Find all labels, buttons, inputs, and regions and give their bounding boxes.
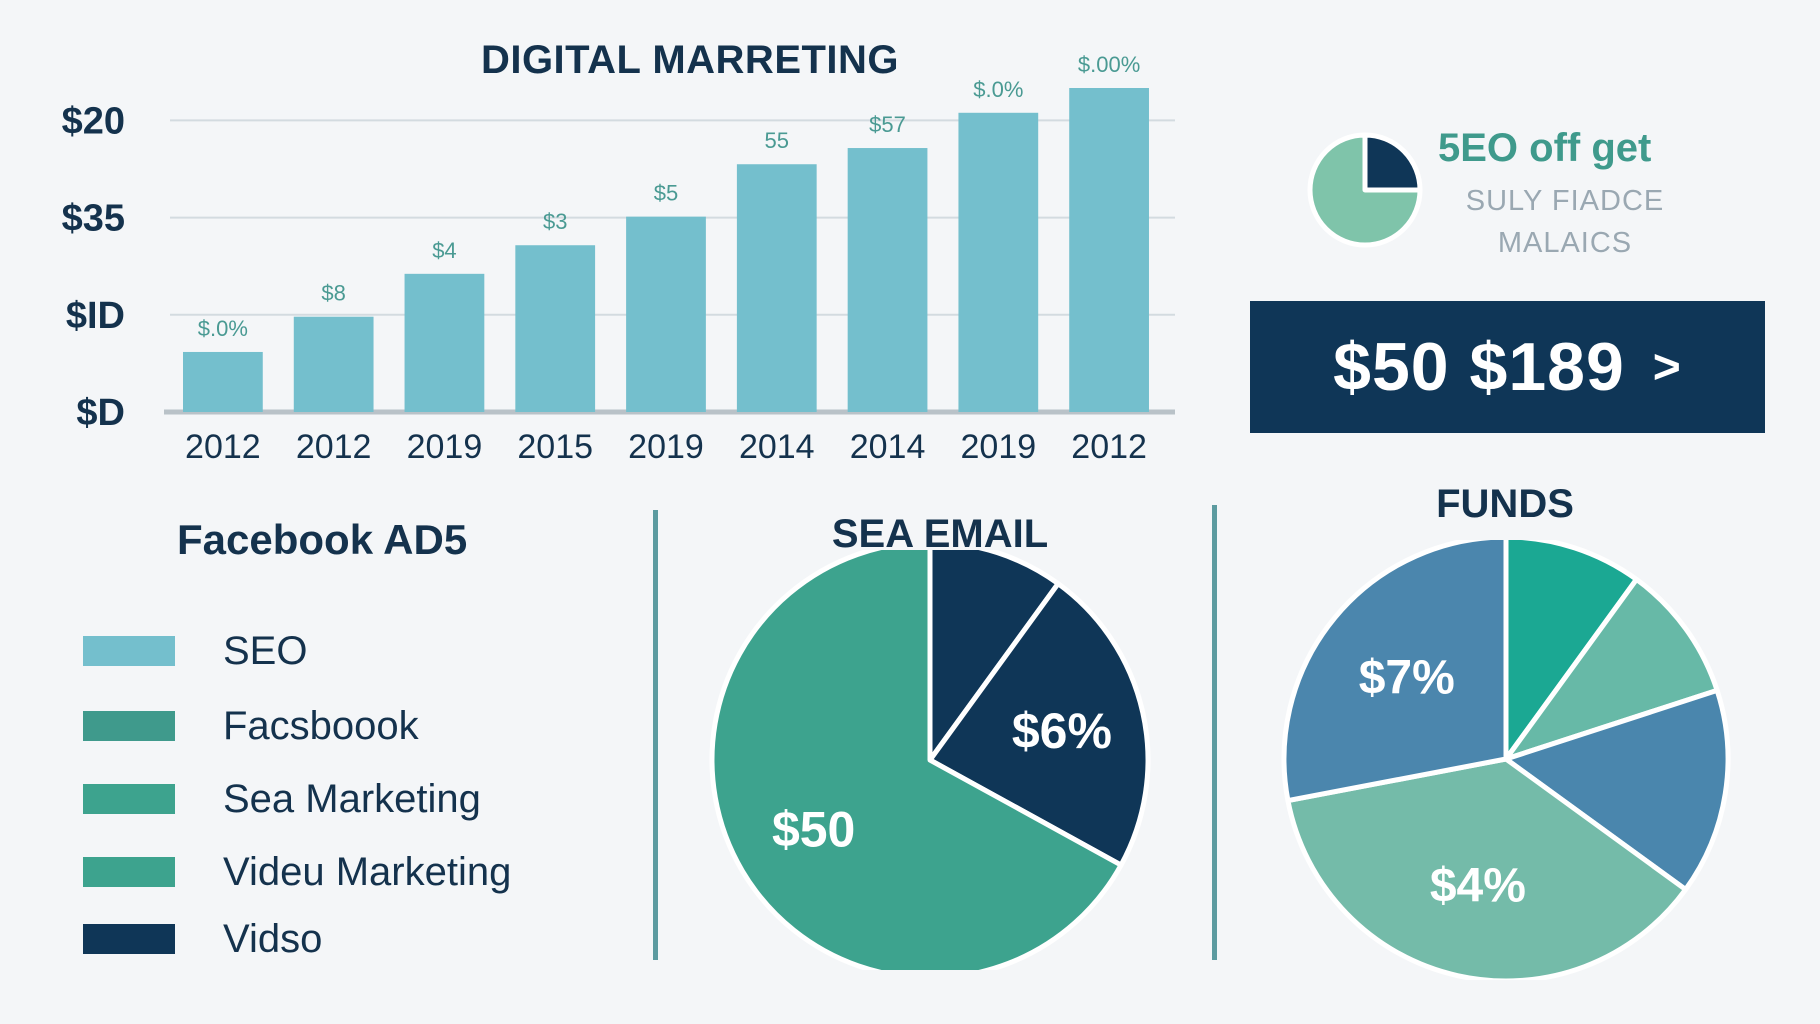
legend-item-sea-marketing: Sea Marketing [83,776,481,821]
bar [847,148,928,413]
bar-data-label: $4 [432,238,456,263]
legend-label: Sea Marketing [223,776,481,821]
legend-item-facebook: Facsboook [83,703,419,748]
bar-data-label: $3 [543,209,567,234]
x-tick-label: 2015 [517,428,593,466]
bar-data-label: 55 [765,128,789,153]
legend-item-video: Vidso [83,916,323,961]
pie-slice [709,550,1124,970]
promo-subtitle-line-2: MALAICS [1497,227,1633,259]
legend-swatch [83,711,175,741]
pie-slice [927,581,1151,868]
pie-slice-label: $6% [1012,703,1112,759]
pie-slice [1503,540,1639,762]
pie-slice [1362,132,1423,193]
pie-slice [1307,132,1423,248]
bar-data-label: $.0% [198,316,248,341]
x-tick-label: 2019 [628,428,704,466]
promo-subtitle-line-1: SULY FIADCE [1465,185,1665,217]
y-tick-label: $D [76,392,125,434]
panel-divider [1212,505,1217,960]
pie-slice [927,550,1061,763]
promo-subtitle: SULY FIADCE MALAICS [1420,180,1710,264]
x-tick-label: 2019 [407,428,483,466]
bar [183,351,263,412]
promo-headline: 5EO off get [1438,126,1652,170]
email-pie-title: SEA EMAIL [831,512,1049,556]
chevron-right-icon: > [1652,340,1682,394]
legend-title: Facebook AD5 [177,516,468,563]
legend-item-seo: SEO [83,628,308,673]
legend-swatch [83,924,175,954]
bar-chart-bars [183,88,1149,413]
bar-chart-x-ticks: 2012 2012 2019 2015 2019 2014 2014 2019 2012 [185,428,1147,466]
legend-label: Videu Marketing [223,849,512,894]
bar-chart-y-ticks: $D $ID $35 $20 [62,100,125,434]
legend-swatch [83,784,175,814]
promo-pie [1307,132,1423,248]
price-cta-label: $50 $189 [1333,329,1625,405]
bar [515,245,596,412]
pie-slice-label: $50 [772,801,855,857]
email-pie-chart: $6% $50 [709,550,1151,970]
y-tick-label: $ID [66,295,125,337]
bar [404,273,485,412]
y-tick-label: $35 [62,198,125,240]
legend-swatch [83,636,175,666]
x-tick-label: 2012 [1071,428,1147,466]
legend-label: Facsboook [223,703,419,748]
legend-swatch [83,857,175,887]
bar [1069,88,1149,412]
bar-data-label: $.00% [1078,52,1140,77]
y-tick-label: $20 [62,100,125,142]
bar-chart-data-labels: $.0% $8 $4 $3 $5 55 $57 $.0% $.00% [198,52,1140,341]
legend-item-video-marketing: Videu Marketing [83,849,512,894]
funds-pie-title: FUNDS [1436,482,1574,526]
bar-data-label: $57 [869,112,906,137]
bar [958,112,1039,412]
bar-chart: $.0%$8$4$3$555$57$.0%$.00% 2012 2012 2019 2… [62,52,1175,466]
panel-divider [653,510,658,960]
pie-slice [1503,576,1720,762]
bar-data-label: $.0% [973,77,1023,102]
x-tick-label: 2014 [850,428,926,466]
bar-data-label: $5 [654,181,678,206]
bar [626,216,706,412]
legend-label: Vidso [223,916,323,961]
bar-chart-title: DIGITAL MARRETING [480,38,900,82]
x-tick-label: 2012 [296,428,372,466]
price-cta-button[interactable]: $50 $189 > [1250,301,1765,433]
x-tick-label: 2012 [185,428,261,466]
pie-slice [1285,756,1689,980]
x-tick-label: 2019 [961,428,1037,466]
legend-label: SEO [223,628,308,673]
pie-slice [1281,540,1509,804]
bar [293,316,374,412]
pie-slice-label: $7% [1359,652,1455,705]
pie-slice-label: $4% [1430,859,1526,912]
funds-pie-chart: $4% $7% [1281,540,1731,980]
bar [736,164,817,412]
pie-slice [1503,687,1731,892]
bar-data-label: $8 [321,281,345,306]
x-tick-label: 2014 [739,428,815,466]
